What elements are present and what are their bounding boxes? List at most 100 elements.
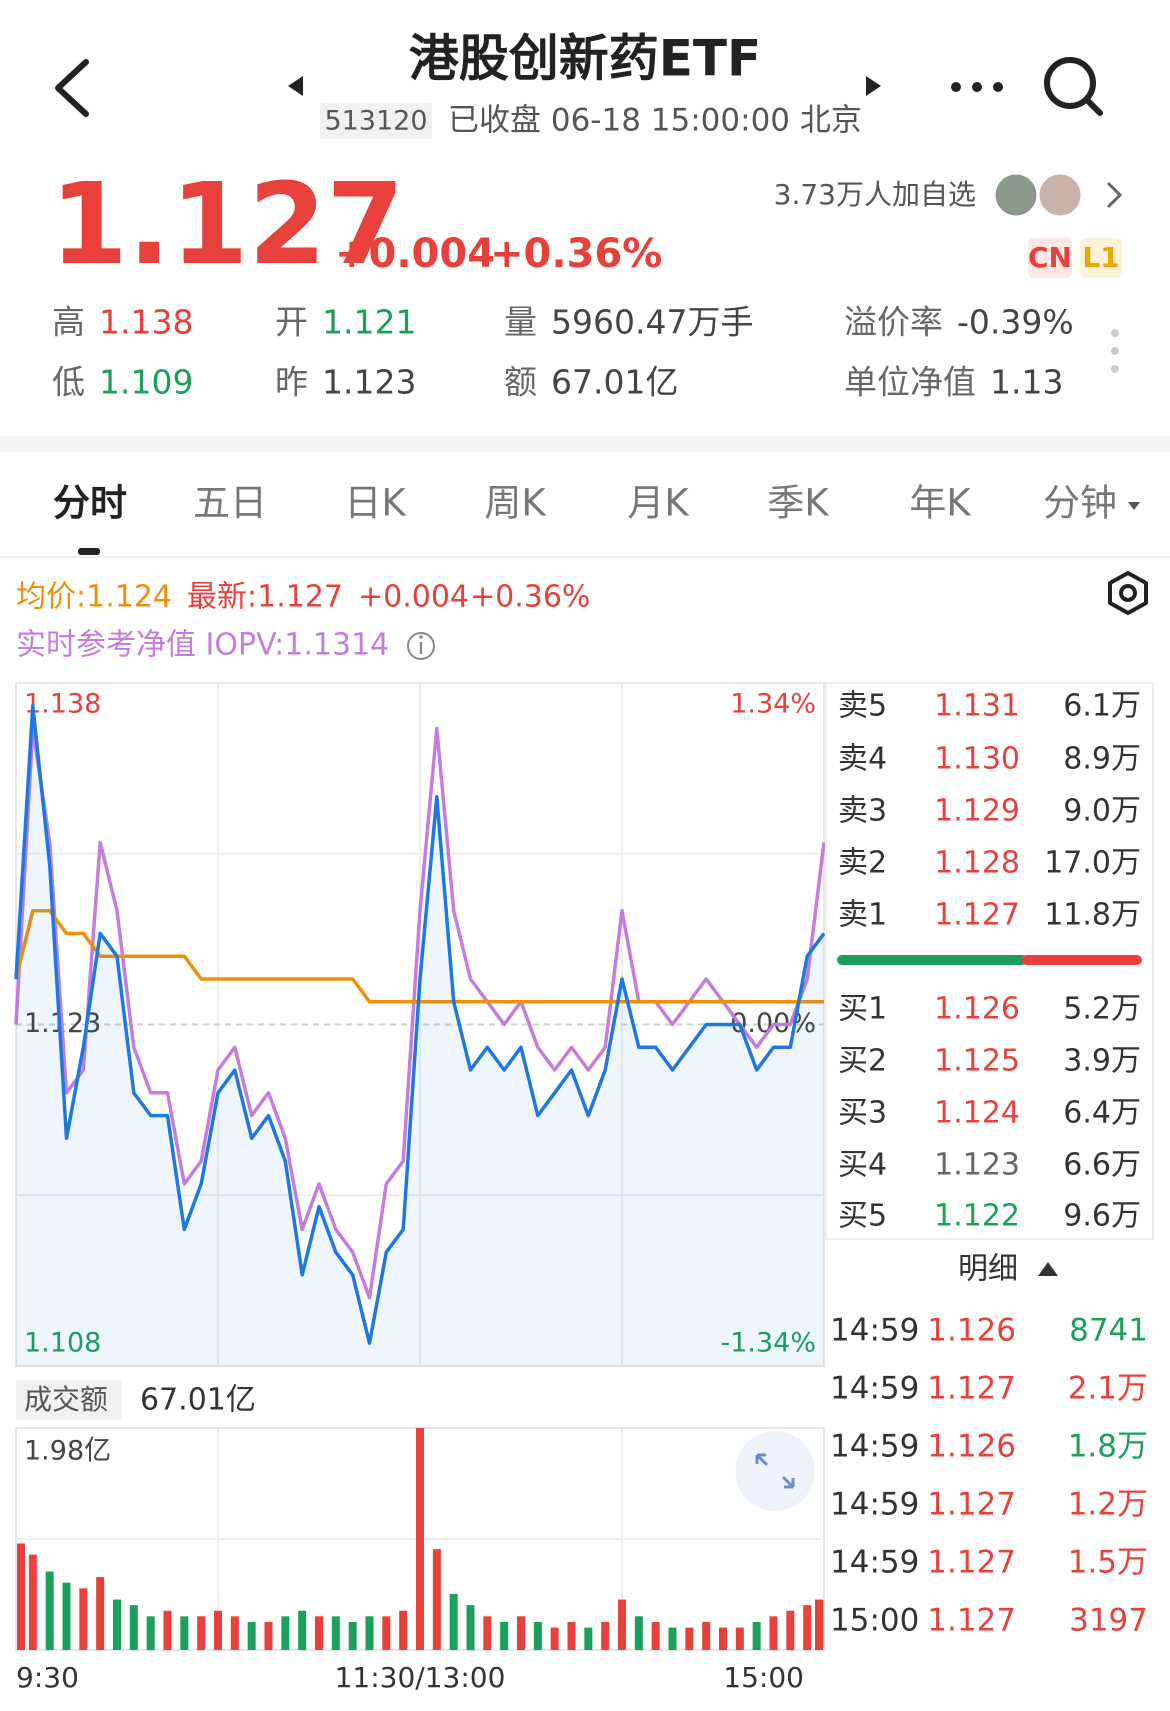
- tab[interactable]: 季K: [767, 482, 830, 525]
- expand-button[interactable]: [735, 1431, 815, 1511]
- stat-label: 额: [504, 363, 537, 402]
- book-volume: 9.6万: [1063, 1199, 1141, 1234]
- next-button[interactable]: [866, 76, 881, 96]
- volume-bar: [500, 1621, 509, 1650]
- volume-bar: [399, 1610, 408, 1650]
- status: 已收盘 06-18 15:00:00 北京: [448, 103, 862, 139]
- book-label: 卖5: [838, 689, 887, 724]
- stat-value: 1.123: [322, 363, 416, 402]
- legend-latest: 最新:1.127: [187, 580, 343, 615]
- volume-bar: [752, 1621, 761, 1650]
- tick-volume: 8741: [1069, 1313, 1148, 1349]
- dropdown-icon[interactable]: [1128, 502, 1140, 510]
- book-volume: 8.9万: [1063, 742, 1141, 777]
- tick-price: 1.127: [927, 1371, 1016, 1407]
- volume-bar: [146, 1616, 155, 1650]
- book-price: 1.124: [934, 1096, 1020, 1131]
- stat-value: -0.39%: [957, 303, 1074, 342]
- tab[interactable]: 五日: [193, 482, 267, 525]
- volume-bar: [685, 1627, 694, 1650]
- tick-price: 1.127: [927, 1603, 1016, 1639]
- tab[interactable]: 分时: [53, 482, 127, 525]
- tab[interactable]: 年K: [909, 482, 972, 525]
- stat-value: 1.121: [322, 303, 416, 342]
- volume-bar: [601, 1621, 610, 1650]
- volume-bar: [567, 1621, 576, 1650]
- volume-bar: [466, 1605, 475, 1650]
- separator: [0, 436, 1170, 452]
- legend-change: +0.004: [358, 580, 469, 615]
- book-price: 1.126: [934, 992, 1020, 1027]
- tabs: 分时 五日 日K 周K 月K 季K 年K 分钟: [53, 482, 1117, 525]
- tick-time: 14:59: [830, 1313, 919, 1349]
- x-tick-label: 11:30/13:00: [335, 1661, 506, 1694]
- chevron[interactable]: [1106, 181, 1123, 209]
- volume-bar: [214, 1610, 222, 1650]
- back-button[interactable]: [55, 59, 89, 117]
- book-price: 1.129: [934, 794, 1020, 829]
- tab[interactable]: 周K: [484, 482, 547, 525]
- book-label: 买4: [838, 1148, 887, 1183]
- volume-bar: [449, 1593, 458, 1650]
- book-volume: 6.1万: [1063, 689, 1141, 724]
- book-label: 买5: [838, 1199, 887, 1234]
- volume-bar: [533, 1621, 542, 1650]
- settings-button[interactable]: [1108, 571, 1148, 615]
- book-volume: 9.0万: [1063, 794, 1141, 829]
- stat-value: 1.13: [990, 363, 1063, 402]
- tick-time: 14:59: [830, 1487, 919, 1523]
- legend-avg: 均价:1.124: [16, 580, 172, 615]
- volume-bar: [79, 1588, 88, 1650]
- volume-bar: [129, 1605, 138, 1650]
- volume-bar: [348, 1621, 357, 1650]
- tick-volume: 2.1万: [1068, 1371, 1148, 1407]
- book-frame: [825, 682, 1154, 1240]
- ticks-title[interactable]: 明细: [958, 1252, 1018, 1287]
- volume-bar: [180, 1616, 189, 1650]
- info-icon[interactable]: [407, 632, 435, 660]
- tick-time: 14:59: [830, 1371, 919, 1407]
- tick-price: 1.127: [927, 1545, 1016, 1581]
- volume-bar: [315, 1616, 323, 1650]
- tab[interactable]: 日K: [344, 482, 407, 525]
- more-button[interactable]: [951, 82, 1003, 92]
- book-price: 1.128: [934, 846, 1020, 881]
- title: 港股创新药ETF: [409, 30, 761, 88]
- badge-box: [1028, 238, 1072, 278]
- prev-button[interactable]: [288, 76, 303, 96]
- book-volume: 17.0万: [1044, 846, 1141, 881]
- y-tick-label: 1.108: [24, 1328, 101, 1359]
- tick-time: 15:00: [830, 1603, 919, 1639]
- volume-chart: 成交额 67.01亿 1.98亿: [15, 1380, 825, 1651]
- volume-bar: [247, 1621, 256, 1650]
- volume-bar: [634, 1616, 643, 1650]
- stats-more[interactable]: [1111, 329, 1119, 373]
- volume-bar: [786, 1610, 795, 1650]
- book-volume: 6.4万: [1063, 1096, 1141, 1131]
- avatar: [992, 171, 1040, 219]
- volume-bar: [702, 1621, 711, 1650]
- book-label: 卖2: [838, 846, 887, 881]
- ratio-bar-sell: [1022, 955, 1142, 965]
- badge: L1: [1082, 241, 1119, 274]
- stat-label: 开: [275, 303, 308, 342]
- followers[interactable]: 3.73万人加自选: [774, 178, 976, 211]
- volume-bar: [17, 1543, 25, 1650]
- tick-time: 14:59: [830, 1545, 919, 1581]
- avatar: [1036, 171, 1084, 219]
- stat-label: 昨: [275, 363, 308, 402]
- volume-bar: [298, 1610, 307, 1650]
- code-box: [320, 103, 432, 139]
- ticks-arrow: [1038, 1262, 1058, 1276]
- y-tick-label: 1.98亿: [24, 1436, 111, 1467]
- search-button[interactable]: [1044, 57, 1103, 116]
- volume-bar: [264, 1621, 273, 1650]
- y-tick-label: 1.138: [24, 689, 101, 720]
- badge: CN: [1028, 241, 1072, 274]
- tab[interactable]: 月K: [627, 482, 690, 525]
- book-price: 1.130: [934, 742, 1020, 777]
- tab[interactable]: 分钟: [1043, 482, 1117, 525]
- volume-bar: [96, 1577, 105, 1650]
